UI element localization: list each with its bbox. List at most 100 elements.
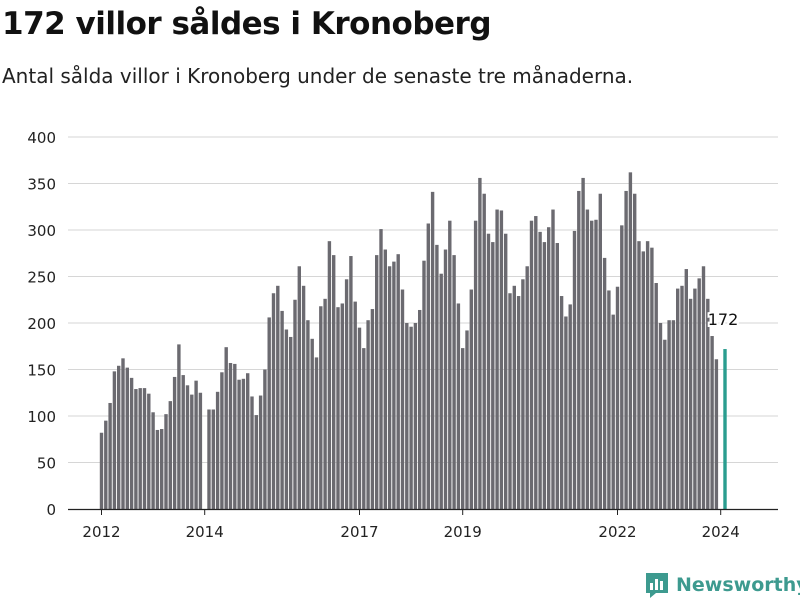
bar [224, 347, 228, 509]
chart-title: 172 villor såldes i Kronoberg [2, 6, 492, 42]
bar [602, 257, 607, 509]
bar [676, 288, 680, 509]
bar [529, 220, 534, 509]
bar [327, 241, 332, 509]
bar [263, 369, 267, 509]
bar [392, 261, 396, 509]
highlight-value-label: 172 [708, 310, 739, 329]
bar [142, 388, 147, 509]
bar [301, 285, 306, 509]
bar [181, 375, 185, 509]
y-tick-label: 50 [37, 455, 56, 473]
bar [340, 303, 344, 509]
bar [478, 177, 482, 510]
x-tick-label: 2014 [186, 523, 224, 541]
bar [99, 432, 104, 509]
bar [667, 320, 671, 509]
bar [654, 283, 658, 509]
bar [246, 373, 250, 509]
bar [284, 329, 289, 509]
bar [332, 255, 336, 509]
bar [628, 172, 633, 509]
bar [615, 286, 620, 509]
bar [430, 191, 435, 509]
bar [637, 241, 641, 509]
bar [250, 396, 254, 509]
bar [693, 288, 697, 509]
bar [714, 359, 719, 509]
bar [542, 242, 547, 509]
bar [590, 220, 594, 509]
bar [418, 309, 422, 509]
bar [439, 273, 443, 509]
bar [461, 348, 465, 509]
bar [254, 415, 258, 509]
bar [362, 348, 366, 509]
bar [645, 241, 650, 509]
y-axis-ticks: 0 50 100 150 200 250 300 350 400 [27, 129, 56, 519]
bar [168, 401, 172, 509]
bar [160, 429, 164, 509]
bar [422, 260, 426, 509]
bar [559, 296, 564, 509]
bar [551, 209, 555, 510]
bar [379, 229, 383, 509]
bar [413, 323, 418, 509]
bar [525, 266, 529, 509]
bar [516, 296, 521, 509]
bar [495, 209, 499, 510]
y-tick-label: 300 [27, 222, 56, 240]
bar [310, 338, 314, 509]
bar [521, 279, 525, 509]
bar [172, 376, 177, 509]
bar [228, 362, 233, 509]
bar [276, 285, 280, 509]
bar [375, 255, 379, 509]
bar [207, 409, 211, 509]
bar [564, 316, 568, 509]
bar [164, 414, 168, 509]
bar [104, 420, 108, 509]
chart-subtitle: Antal sålda villor i Kronoberg under de … [2, 64, 634, 88]
bar [405, 323, 409, 509]
bar [293, 299, 297, 509]
bar [336, 307, 340, 509]
bar [469, 289, 473, 509]
bar [121, 358, 125, 509]
bar [538, 231, 542, 510]
bar [366, 320, 370, 509]
bar [448, 220, 452, 509]
bar [620, 225, 624, 509]
y-tick-label: 200 [27, 315, 56, 333]
bar [400, 289, 405, 509]
bar [117, 365, 121, 509]
bar [151, 412, 155, 509]
bar [512, 285, 516, 509]
bar [349, 256, 353, 509]
bar [585, 209, 590, 510]
bar [271, 293, 276, 509]
x-tick-label: 2022 [598, 523, 636, 541]
bar [190, 394, 194, 509]
bar [198, 392, 203, 509]
x-tick-label: 2019 [444, 523, 482, 541]
bar [624, 190, 628, 509]
bar [534, 216, 538, 510]
bar [456, 303, 461, 509]
bar [688, 298, 693, 509]
bar [641, 251, 645, 509]
x-tick-label: 2024 [702, 523, 740, 541]
bar [211, 409, 215, 509]
bar [155, 429, 160, 509]
bar [147, 393, 151, 509]
bar [357, 327, 362, 509]
newsworthy-brand[interactable]: Newsworthy [644, 570, 800, 600]
bar [280, 310, 284, 509]
bar [125, 367, 129, 509]
bar [607, 290, 611, 509]
bar [710, 336, 714, 509]
bar [658, 323, 663, 509]
bar [185, 385, 190, 509]
bar [435, 244, 439, 509]
